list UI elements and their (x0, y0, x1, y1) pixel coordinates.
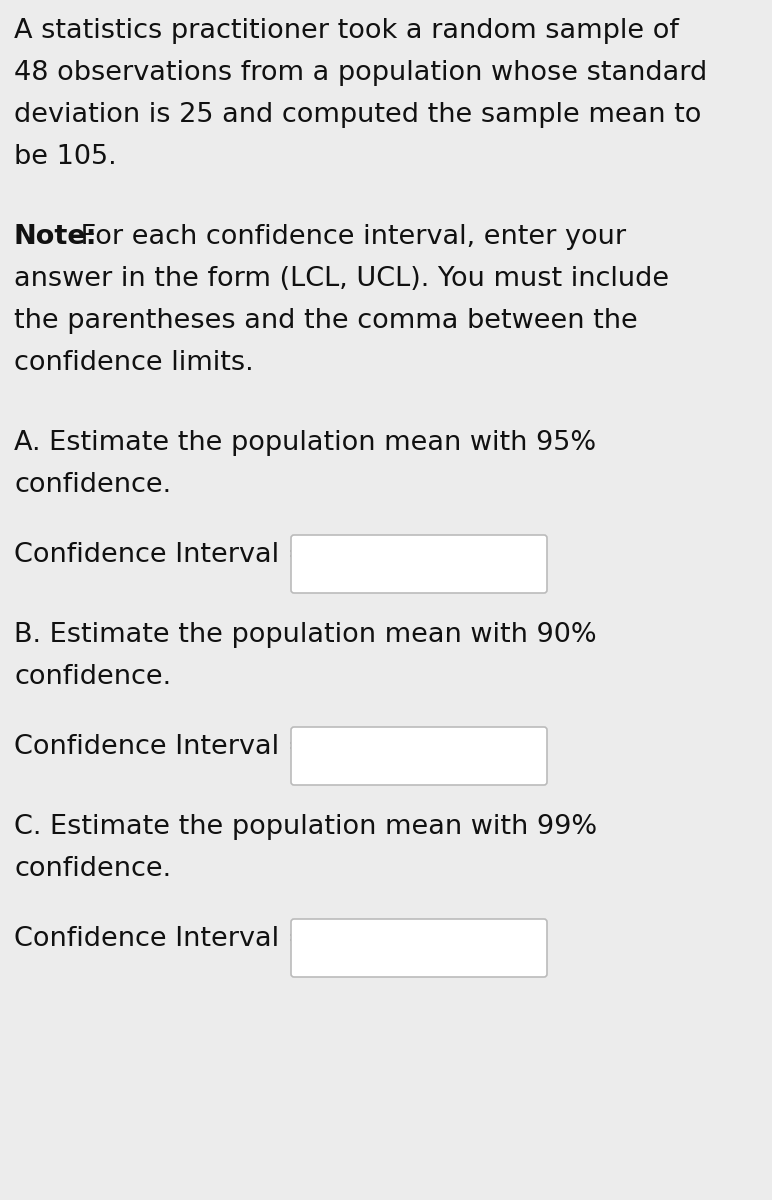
Text: C. Estimate the population mean with 99%: C. Estimate the population mean with 99% (14, 814, 597, 840)
Text: confidence.: confidence. (14, 856, 171, 882)
Text: the parentheses and the comma between the: the parentheses and the comma between th… (14, 308, 638, 334)
Text: A. Estimate the population mean with 95%: A. Estimate the population mean with 95% (14, 430, 596, 456)
Text: Confidence Interval =: Confidence Interval = (14, 542, 310, 568)
Text: A statistics practitioner took a random sample of: A statistics practitioner took a random … (14, 18, 679, 44)
Text: Confidence Interval =: Confidence Interval = (14, 926, 310, 952)
Text: confidence.: confidence. (14, 664, 171, 690)
Text: deviation is 25 and computed the sample mean to: deviation is 25 and computed the sample … (14, 102, 702, 128)
Text: 48 observations from a population whose standard: 48 observations from a population whose … (14, 60, 707, 86)
Text: be 105.: be 105. (14, 144, 117, 170)
Text: Confidence Interval =: Confidence Interval = (14, 734, 310, 760)
Text: answer in the form (LCL, UCL). You must include: answer in the form (LCL, UCL). You must … (14, 266, 669, 292)
FancyBboxPatch shape (291, 535, 547, 593)
FancyBboxPatch shape (291, 727, 547, 785)
Text: confidence.: confidence. (14, 472, 171, 498)
FancyBboxPatch shape (291, 919, 547, 977)
Text: confidence limits.: confidence limits. (14, 350, 254, 376)
Text: B. Estimate the population mean with 90%: B. Estimate the population mean with 90% (14, 622, 597, 648)
Text: For each confidence interval, enter your: For each confidence interval, enter your (72, 224, 626, 250)
Text: Note:: Note: (14, 224, 97, 250)
